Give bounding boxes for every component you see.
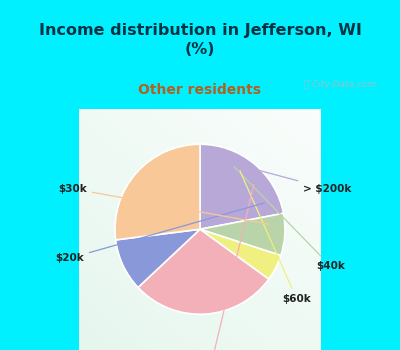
Wedge shape [115, 144, 200, 240]
Text: $30k: $30k [58, 184, 269, 224]
Text: $40k: $40k [234, 166, 345, 271]
Text: $50k: $50k [197, 184, 254, 350]
Text: Other residents: Other residents [138, 83, 262, 97]
Text: ⓘ City-Data.com: ⓘ City-Data.com [304, 79, 376, 89]
Wedge shape [116, 229, 200, 287]
Text: $60k: $60k [240, 171, 311, 304]
Wedge shape [200, 229, 281, 279]
Wedge shape [200, 213, 285, 256]
Wedge shape [138, 229, 269, 314]
Text: Income distribution in Jefferson, WI
(%): Income distribution in Jefferson, WI (%) [38, 23, 362, 57]
Text: $20k: $20k [55, 203, 264, 263]
Text: > $200k: > $200k [216, 159, 352, 194]
Wedge shape [200, 144, 284, 229]
